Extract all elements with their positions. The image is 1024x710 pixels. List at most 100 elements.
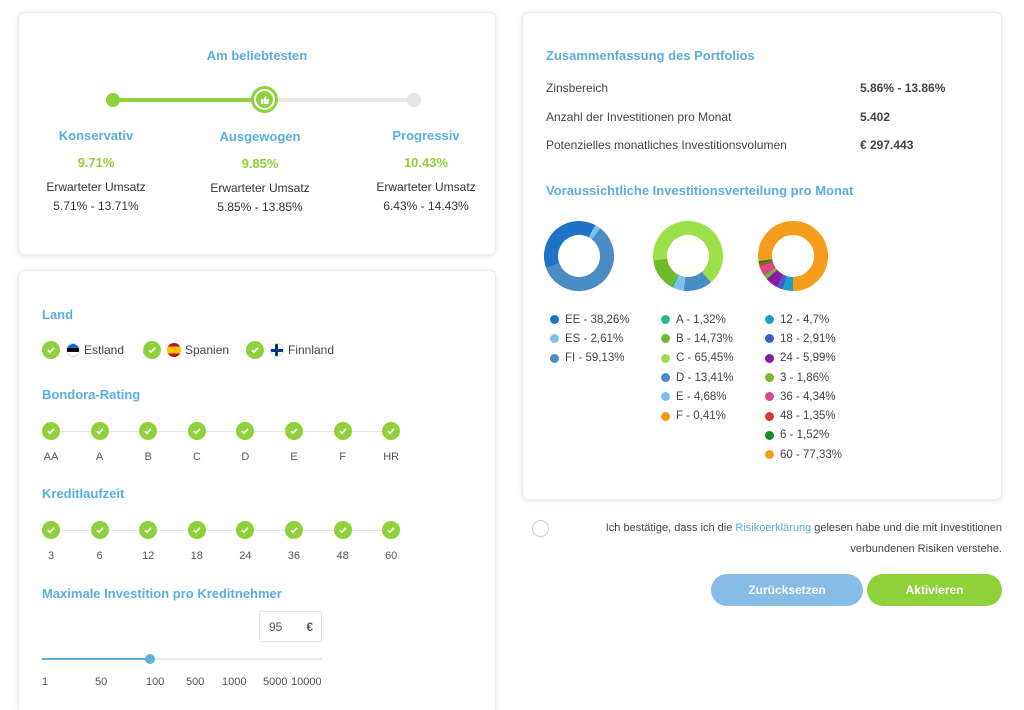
legend-dot-icon: [550, 315, 559, 325]
term-checkbox[interactable]: [42, 521, 60, 539]
term-label: 3: [47, 550, 55, 562]
legend-item: 24 - 5,99%: [765, 349, 842, 368]
strategy-slider[interactable]: [106, 86, 421, 113]
rating-label: HR: [383, 451, 400, 463]
term-legend: 12 - 4,7% 18 - 2,91% 24 - 5,99% 3 - 1,86% 36…: [765, 310, 842, 464]
strategy-option-progressive[interactable]: Progressiv 10.43% Erwarteter Umsatz 6.43…: [346, 128, 506, 213]
rating-legend: A - 1,32% B - 14,73% C - 65,45% D - 13,41% E…: [661, 310, 734, 426]
legend-dot-icon: [661, 373, 670, 383]
risk-statement-link[interactable]: Risikoerklärung: [735, 522, 812, 534]
rating-checkbox[interactable]: [187, 422, 206, 440]
strategy-name: Ausgewogen: [219, 129, 301, 144]
donut-slice: [653, 221, 723, 291]
country-donut-chart: [544, 220, 614, 291]
country-finland[interactable]: Finnland: [246, 341, 334, 359]
country-estonia[interactable]: Estland: [42, 341, 124, 359]
summary-title: Zusammenfassung des Portfolios: [546, 48, 755, 63]
scale-label: 50: [95, 676, 108, 688]
legend-item: EE - 38,26%: [550, 310, 630, 329]
most-popular-label: Am beliebtesten: [206, 48, 308, 63]
max-investment-slider-thumb[interactable]: [145, 654, 155, 664]
filters-card: Land Estland Spanien Finnland Bondora-Ra…: [18, 270, 496, 710]
strategy-rate: 9.85%: [241, 156, 279, 171]
distribution-title: Voraussichtliche Investitionsverteilung …: [546, 183, 854, 198]
legend-dot-icon: [765, 450, 774, 460]
legend-item: 18 - 2,91%: [765, 329, 842, 348]
legend-dot-icon: [550, 353, 559, 363]
activate-button[interactable]: Aktivieren: [867, 574, 1002, 606]
legend-label: 24 - 5,99%: [780, 352, 836, 365]
summary-value: € 297.443: [860, 138, 914, 152]
scale-label: 1: [42, 676, 49, 688]
rating-label: E: [290, 451, 298, 463]
strategy-stop-conservative[interactable]: [106, 93, 120, 107]
rating-checkbox[interactable]: [333, 422, 352, 440]
strategy-option-conservative[interactable]: Konservativ 9.71% Erwarteter Umsatz 5.71…: [16, 128, 176, 213]
thumbs-up-icon: [256, 91, 273, 108]
term-checkbox[interactable]: [236, 521, 255, 539]
legend-label: D - 13,41%: [676, 371, 734, 384]
legend-label: 48 - 1,35%: [780, 410, 836, 423]
rating-label: A: [95, 451, 104, 463]
term-checkbox[interactable]: [333, 521, 352, 539]
check-icon: [143, 341, 161, 359]
rating-checkbox[interactable]: [90, 422, 109, 440]
country-label: Spanien: [185, 343, 230, 357]
term-checkbox[interactable]: [187, 521, 206, 539]
term-checkbox[interactable]: [285, 521, 303, 539]
summary-value: 5.402: [860, 110, 891, 124]
rating-checkbox[interactable]: [42, 422, 60, 440]
legend-dot-icon: [765, 353, 774, 363]
legend-item: 6 - 1,52%: [765, 426, 842, 445]
legend-dot-icon: [765, 392, 774, 402]
country-label: Estland: [84, 343, 125, 357]
euro-icon: €: [306, 620, 313, 634]
strategy-return-range: 5.85% - 13.85%: [217, 200, 303, 214]
legend-dot-icon: [765, 411, 774, 421]
strategy-stop-progressive[interactable]: [407, 93, 421, 107]
strategy-return-label: Erwarteter Umsatz: [46, 180, 146, 194]
term-label: 36: [287, 550, 301, 562]
country-title: Land: [42, 307, 74, 322]
strategy-rate: 9.71%: [77, 155, 115, 170]
finland-flag-icon: [270, 343, 284, 357]
term-checkbox[interactable]: [382, 521, 401, 539]
max-investment-slider[interactable]: [42, 654, 322, 664]
max-investment-input[interactable]: 95 €: [259, 611, 322, 642]
strategy-slider-fill: [111, 98, 264, 102]
confirm-radio[interactable]: [532, 520, 549, 537]
legend-dot-icon: [661, 334, 670, 344]
legend-item: 12 - 4,7%: [765, 310, 842, 329]
term-checkbox[interactable]: [90, 521, 109, 539]
term-checkbox[interactable]: [139, 521, 158, 539]
legend-dot-icon: [765, 430, 774, 440]
strategy-card: Am beliebtesten Konservativ 9.71% Erwart…: [18, 12, 496, 255]
scale-label: 1000: [222, 676, 247, 688]
summary-value: 5.86% - 13.86%: [860, 81, 946, 95]
legend-dot-icon: [765, 373, 774, 383]
strategy-return-label: Erwarteter Umsatz: [376, 180, 476, 194]
term-line: [51, 530, 393, 531]
legend-dot-icon: [661, 315, 670, 325]
legend-item: 36 - 4,34%: [765, 387, 842, 406]
rating-label: C: [192, 451, 201, 463]
legend-item: 60 - 77,33%: [765, 445, 842, 464]
strategy-slider-thumb[interactable]: [251, 86, 278, 113]
rating-checkbox[interactable]: [236, 422, 255, 440]
check-icon: [42, 341, 60, 359]
legend-dot-icon: [765, 315, 774, 325]
risk-confirmation: Ich bestätige, dass ich die Risikoerklär…: [532, 518, 1002, 560]
rating-checkbox[interactable]: [285, 422, 303, 440]
rating-checkbox[interactable]: [382, 422, 401, 440]
spain-flag-icon: [167, 343, 181, 357]
reset-button[interactable]: Zurücksetzen: [711, 574, 863, 606]
legend-label: A - 1,32%: [676, 313, 726, 326]
strategy-name: Progressiv: [392, 128, 460, 143]
legend-label: C - 65,45%: [676, 352, 734, 365]
rating-checkbox[interactable]: [139, 422, 158, 440]
legend-item: FI - 59,13%: [550, 349, 630, 368]
strategy-option-balanced[interactable]: Ausgewogen 9.85% Erwarteter Umsatz 5.85%…: [180, 129, 340, 214]
rating-line: [51, 431, 393, 432]
country-spain[interactable]: Spanien: [143, 341, 229, 359]
country-legend: EE - 38,26% ES - 2,61% FI - 59,13%: [550, 310, 630, 368]
